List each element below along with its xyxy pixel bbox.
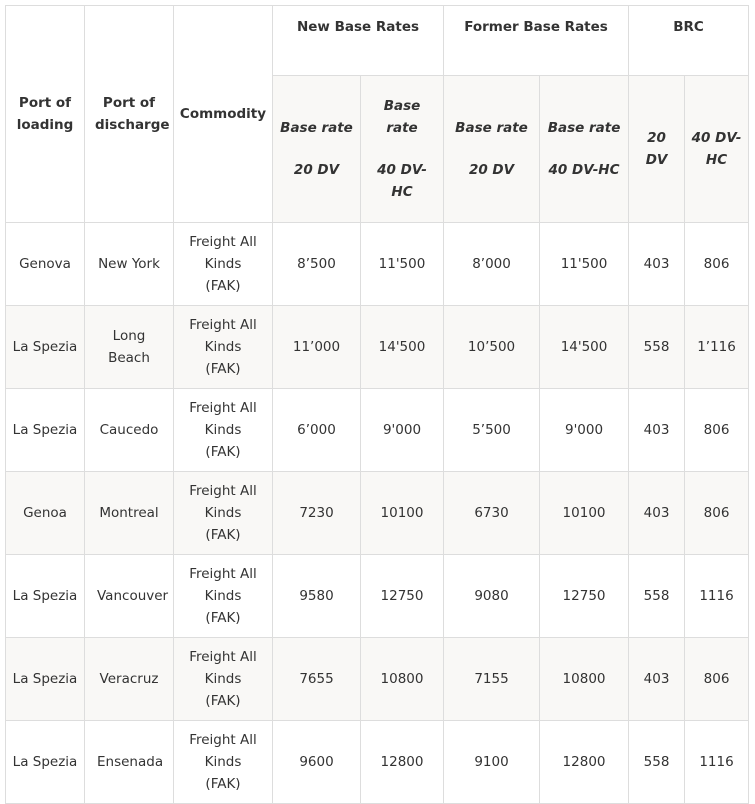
- table-row: La Spezia Long Beach Freight All Kinds (FA…: [5, 305, 750, 389]
- cell-former-rate-40dvhc: 9'000: [539, 388, 630, 472]
- cell-former-rate-40dvhc: 12800: [539, 720, 630, 804]
- cell-port-of-loading: La Spezia: [5, 554, 85, 638]
- cell-new-rate-40dvhc: 9'000: [359, 388, 445, 472]
- header-new-40dvhc: Base rate 40 DV-HC: [359, 75, 445, 223]
- cell-commodity: Freight All Kinds (FAK): [173, 222, 273, 306]
- base-rates-table: Port of loading Port of discharge Commod…: [5, 5, 750, 804]
- table-row: Genoa Montreal Freight All Kinds (FAK) 7230…: [5, 471, 750, 555]
- cell-former-rate-20dv: 7155: [443, 637, 541, 721]
- cell-new-rate-20dv: 9600: [272, 720, 361, 804]
- cell-former-rate-20dv: 6730: [443, 471, 541, 555]
- cell-port-of-loading: La Spezia: [5, 305, 85, 389]
- cell-former-rate-20dv: 5’500: [443, 388, 541, 472]
- cell-brc-40dvhc: 1116: [684, 720, 750, 804]
- cell-brc-40dvhc: 806: [684, 222, 750, 306]
- cell-former-rate-40dvhc: 12750: [539, 554, 630, 638]
- cell-commodity: Freight All Kinds (FAK): [173, 637, 273, 721]
- cell-port-of-discharge: Vancouver: [84, 554, 174, 638]
- cell-former-rate-40dvhc: 10800: [539, 637, 630, 721]
- cell-brc-20dv: 558: [628, 305, 686, 389]
- cell-port-of-loading: La Spezia: [5, 388, 85, 472]
- cell-port-of-loading: Genoa: [5, 471, 85, 555]
- cell-former-rate-20dv: 8’000: [443, 222, 541, 306]
- cell-commodity: Freight All Kinds (FAK): [173, 388, 273, 472]
- header-brc: BRC: [628, 5, 750, 76]
- header-former-40dvhc: Base rate 40 DV-HC: [539, 75, 630, 223]
- cell-port-of-loading: La Spezia: [5, 720, 85, 804]
- cell-port-of-discharge: Ensenada: [84, 720, 174, 804]
- cell-new-rate-40dvhc: 12750: [359, 554, 445, 638]
- header-new-base-rates: New Base Rates: [271, 5, 445, 76]
- cell-brc-20dv: 403: [628, 388, 686, 472]
- cell-former-rate-20dv: 9080: [443, 554, 541, 638]
- cell-new-rate-40dvhc: 12800: [359, 720, 445, 804]
- cell-brc-40dvhc: 806: [684, 637, 750, 721]
- header-port-of-discharge: Port of discharge: [84, 5, 174, 223]
- cell-brc-20dv: 403: [628, 222, 686, 306]
- cell-new-rate-40dvhc: 10100: [359, 471, 445, 555]
- cell-port-of-discharge: Veracruz: [84, 637, 174, 721]
- cell-brc-40dvhc: 806: [684, 388, 750, 472]
- header-new-20dv: Base rate 20 DV: [272, 75, 361, 223]
- cell-commodity: Freight All Kinds (FAK): [173, 471, 273, 555]
- cell-new-rate-20dv: 7230: [272, 471, 361, 555]
- cell-commodity: Freight All Kinds (FAK): [173, 305, 273, 389]
- cell-new-rate-40dvhc: 10800: [359, 637, 445, 721]
- cell-port-of-discharge: New York: [84, 222, 174, 306]
- header-brc-20dv: 20 DV: [628, 75, 686, 223]
- cell-new-rate-20dv: 6’000: [272, 388, 361, 472]
- header-port-of-loading: Port of loading: [5, 5, 85, 223]
- header-former-base-rates: Former Base Rates: [443, 5, 630, 76]
- header-commodity: Commodity: [173, 5, 273, 223]
- cell-former-rate-20dv: 9100: [443, 720, 541, 804]
- cell-brc-40dvhc: 806: [684, 471, 750, 555]
- cell-port-of-discharge: Montreal: [84, 471, 174, 555]
- cell-brc-20dv: 558: [628, 720, 686, 804]
- cell-new-rate-40dvhc: 11'500: [359, 222, 445, 306]
- cell-port-of-discharge: Long Beach: [84, 305, 174, 389]
- cell-former-rate-40dvhc: 11'500: [539, 222, 630, 306]
- cell-brc-20dv: 403: [628, 471, 686, 555]
- cell-brc-40dvhc: 1’116: [684, 305, 750, 389]
- cell-brc-20dv: 558: [628, 554, 686, 638]
- header-former-20dv: Base rate 20 DV: [443, 75, 541, 223]
- cell-port-of-discharge: Caucedo: [84, 388, 174, 472]
- cell-new-rate-20dv: 8’500: [272, 222, 361, 306]
- cell-brc-20dv: 403: [628, 637, 686, 721]
- cell-brc-40dvhc: 1116: [684, 554, 750, 638]
- table-row: La Spezia Caucedo Freight All Kinds (FAK) 6…: [5, 388, 750, 472]
- table-row: La Spezia Veracruz Freight All Kinds (FAK)…: [5, 637, 750, 721]
- cell-former-rate-20dv: 10’500: [443, 305, 541, 389]
- cell-former-rate-40dvhc: 14'500: [539, 305, 630, 389]
- cell-new-rate-20dv: 11’000: [272, 305, 361, 389]
- cell-commodity: Freight All Kinds (FAK): [173, 554, 273, 638]
- table-row: La Spezia Vancouver Freight All Kinds (FAK…: [5, 554, 750, 638]
- cell-port-of-loading: Genova: [5, 222, 85, 306]
- table-row: La Spezia Ensenada Freight All Kinds (FAK)…: [5, 720, 750, 804]
- cell-port-of-loading: La Spezia: [5, 637, 85, 721]
- cell-new-rate-20dv: 9580: [272, 554, 361, 638]
- cell-former-rate-40dvhc: 10100: [539, 471, 630, 555]
- cell-new-rate-20dv: 7655: [272, 637, 361, 721]
- header-brc-40dvhc: 40 DV-HC: [684, 75, 750, 223]
- cell-commodity: Freight All Kinds (FAK): [173, 720, 273, 804]
- cell-new-rate-40dvhc: 14'500: [359, 305, 445, 389]
- table-row: Genova New York Freight All Kinds (FAK) 8’5…: [5, 222, 750, 306]
